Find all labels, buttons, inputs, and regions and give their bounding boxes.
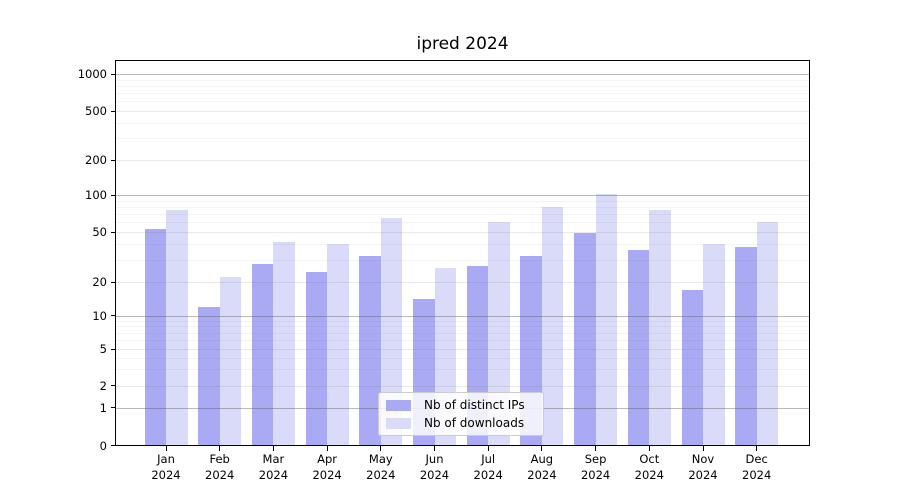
x-tick-mark <box>756 446 758 451</box>
y-tick-label: 2 <box>99 378 107 393</box>
x-tick-label: Mar 2024 <box>258 452 289 482</box>
y-tick-label: 10 <box>92 308 107 323</box>
plot-area <box>115 60 810 446</box>
x-tick-mark <box>487 446 489 451</box>
x-tick-mark <box>326 446 328 451</box>
y-tick-label: 1 <box>99 400 107 415</box>
x-tick-mark <box>702 446 704 451</box>
y-tick-label: 5 <box>99 342 107 356</box>
x-tick-label: Oct 2024 <box>634 452 664 482</box>
legend: Nb of distinct IPs Nb of downloads <box>378 392 544 436</box>
x-tick-label: Aug 2024 <box>527 452 557 482</box>
x-tick-mark <box>272 446 274 451</box>
x-tick-label: Feb 2024 <box>205 452 235 482</box>
legend-item-distinct-ips: Nb of distinct IPs <box>386 398 535 412</box>
y-tick-label: 0 <box>99 438 107 453</box>
legend-label-distinct-ips: Nb of distinct IPs <box>424 398 525 412</box>
legend-label-downloads: Nb of downloads <box>424 416 525 430</box>
y-tick-label: 1000 <box>77 67 107 81</box>
x-tick-mark <box>380 446 382 451</box>
x-tick-label: Apr 2024 <box>312 452 342 482</box>
x-tick-mark <box>165 446 167 451</box>
legend-swatch-downloads <box>386 417 411 429</box>
y-tick-label: 500 <box>85 104 107 118</box>
chart-title: ipred 2024 <box>416 34 509 54</box>
y-tick-label: 100 <box>85 188 107 202</box>
x-tick-mark <box>219 446 221 451</box>
legend-item-downloads: Nb of downloads <box>386 416 535 430</box>
x-tick-label: Jun 2024 <box>419 452 450 482</box>
y-tick-label: 20 <box>92 275 107 289</box>
legend-swatch-distinct-ips <box>386 399 411 411</box>
x-tick-mark <box>541 446 543 451</box>
x-tick-mark <box>595 446 597 451</box>
y-tick-label: 50 <box>92 225 107 239</box>
x-tick-label: Jul 2024 <box>473 452 503 482</box>
x-tick-label: Dec 2024 <box>742 452 772 482</box>
x-tick-label: Sep 2024 <box>580 452 611 482</box>
y-tick-label: 200 <box>85 153 107 167</box>
x-tick-label: Jan 2024 <box>151 452 181 482</box>
x-tick-mark <box>434 446 435 451</box>
x-tick-mark <box>648 446 650 451</box>
x-tick-label: Nov 2024 <box>688 452 718 482</box>
x-tick-label: May 2024 <box>366 452 396 482</box>
